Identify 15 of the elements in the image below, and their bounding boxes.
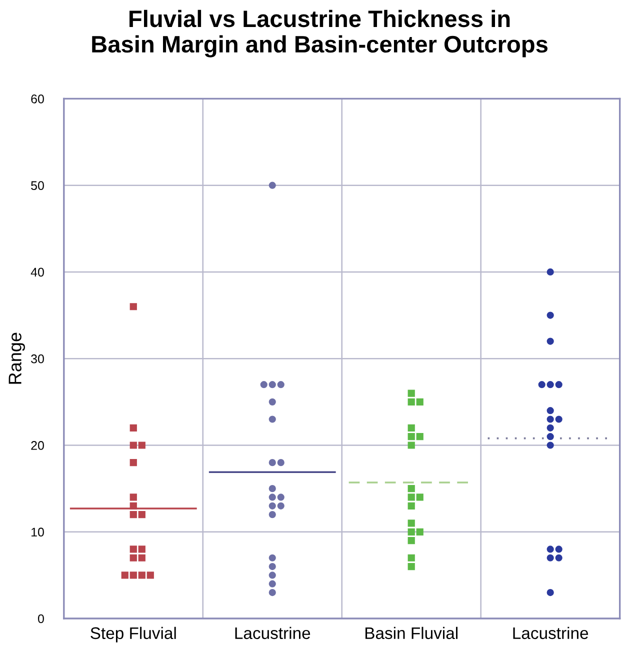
x-tick-label: Step Fluvial — [90, 626, 176, 642]
point — [268, 580, 276, 588]
x-tick-label: Lacustrine — [235, 626, 310, 640]
y-tick-label: 0 — [38, 614, 44, 624]
y-tick-label: 30 — [31, 354, 44, 364]
y-tick-label: 60 — [31, 94, 44, 104]
point — [268, 588, 276, 596]
chart-title: Fluvial vs Lacustrine Thickness in Basin Margin and Basin-center Outcrops — [92, 10, 548, 58]
y-tick-label: 20 — [31, 441, 44, 450]
y-tick-label: 10 — [32, 528, 44, 537]
x-tick-label: Lacustrine — [513, 626, 588, 640]
y-axis-title: Range — [8, 332, 25, 384]
x-tick-label: Basin Fluvial — [365, 626, 458, 640]
y-tick-label: 40 — [30, 268, 44, 277]
y-tick-label: 50 — [31, 181, 44, 190]
